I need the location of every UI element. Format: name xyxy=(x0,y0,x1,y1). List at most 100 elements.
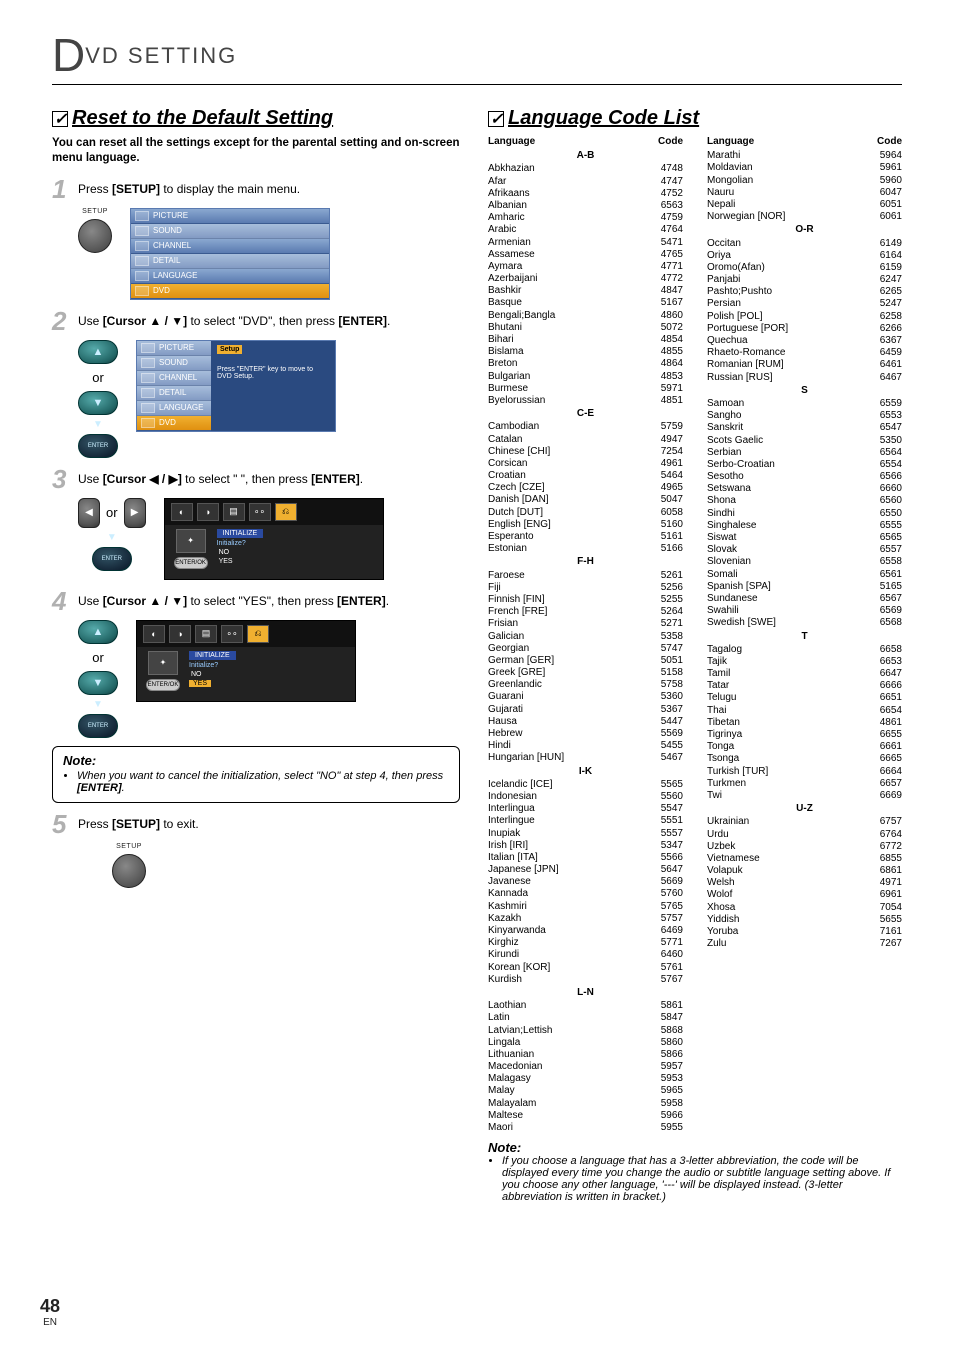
lang-row: Tibetan4861 xyxy=(707,717,902,729)
lang-group-label: T xyxy=(707,631,902,643)
lang-row: Ukrainian6757 xyxy=(707,816,902,828)
lang-row: Setswana6660 xyxy=(707,483,902,495)
lang-row: Tsonga6665 xyxy=(707,753,902,765)
lang-row: Greenlandic5758 xyxy=(488,679,683,691)
lang-row: Singhalese6555 xyxy=(707,520,902,532)
step-5: 5 Press [SETUP] to exit. xyxy=(52,811,460,837)
left-column: Reset to the Default Setting You can res… xyxy=(52,97,460,1203)
lang-row: Malay5965 xyxy=(488,1085,683,1097)
lang-row: Bislama4855 xyxy=(488,346,683,358)
osd-tab-init-icon: ⎌ xyxy=(275,503,297,521)
osd-tab-icon: ▤ xyxy=(195,625,217,643)
lang-row: Frisian5271 xyxy=(488,618,683,630)
lang-row: Zulu7267 xyxy=(707,938,902,950)
osd-tab-icon: ◐ xyxy=(143,625,165,643)
step-3-text: Use [Cursor ◀ / ▶] to select " ", then p… xyxy=(78,466,363,492)
enter-button-icon: ENTER xyxy=(78,714,118,738)
lang-row: Bengali;Bangla4860 xyxy=(488,310,683,322)
step-2: 2 Use [Cursor ▲ / ▼] to select "DVD", th… xyxy=(52,308,460,334)
cursor-ud-remote-2: ▲ or ▼ ▼ ENTER xyxy=(78,620,118,738)
right-column: Language Code List Language Code A-BAbkh… xyxy=(488,97,902,1203)
lang-row: Finnish [FIN]5255 xyxy=(488,594,683,606)
lang-row: Bulgarian4853 xyxy=(488,371,683,383)
lang-row: Samoan6559 xyxy=(707,398,902,410)
lang-row: Korean [KOR]5761 xyxy=(488,962,683,974)
lang-row: Italian [ITA]5566 xyxy=(488,852,683,864)
lang-row: Breton4864 xyxy=(488,358,683,370)
lang-head-language: Language xyxy=(707,136,754,148)
osd-tab-icon: ◐ xyxy=(171,503,193,521)
lang-group-label: L-N xyxy=(488,987,683,999)
lang-row: Georgian5747 xyxy=(488,643,683,655)
lang-row: Scots Gaelic5350 xyxy=(707,435,902,447)
step-5-illus: SETUP xyxy=(112,843,460,888)
lang-row: Hindi5455 xyxy=(488,740,683,752)
lang-row: Indonesian5560 xyxy=(488,791,683,803)
lang-row: Chinese [CHI]7254 xyxy=(488,446,683,458)
lang-row: Pashto;Pushto6265 xyxy=(707,286,902,298)
lang-group-label: F-H xyxy=(488,556,683,568)
step-3-num: 3 xyxy=(52,466,70,492)
checkbox-icon xyxy=(52,111,68,127)
lang-row: Fiji5256 xyxy=(488,582,683,594)
lang-row: Vietnamese6855 xyxy=(707,853,902,865)
flow-arrow-icon: ▼ xyxy=(93,699,103,710)
lang-note: Note: If you choose a language that has … xyxy=(488,1140,902,1203)
lang-row: Moldavian5961 xyxy=(707,162,902,174)
lang-group-label: A-B xyxy=(488,150,683,162)
lang-head-code: Code xyxy=(877,136,902,148)
lang-row: Kurdish5767 xyxy=(488,974,683,986)
lang-row: Turkish [TUR]6664 xyxy=(707,766,902,778)
lang-note-text: If you choose a language that has a 3-le… xyxy=(502,1155,902,1203)
lang-row: Thai6654 xyxy=(707,705,902,717)
lang-row: Russian [RUS]6467 xyxy=(707,372,902,384)
step-4-text: Use [Cursor ▲ / ▼] to select "YES", then… xyxy=(78,588,389,614)
lang-row: Hebrew5569 xyxy=(488,728,683,740)
lang-row: Macedonian5957 xyxy=(488,1061,683,1073)
osd-menu-1: PICTURE SOUND CHANNEL DETAIL LANGUAGE DV… xyxy=(130,208,330,300)
reset-intro: You can reset all the settings except fo… xyxy=(52,136,460,166)
lang-row: Greek [GRE]5158 xyxy=(488,667,683,679)
lang-row: Kannada5760 xyxy=(488,888,683,900)
osd-tab-init-icon: ⎌ xyxy=(247,625,269,643)
lang-row: Dutch [DUT]6058 xyxy=(488,507,683,519)
enter-button-icon: ENTER xyxy=(92,547,132,571)
lang-row: Slovenian6558 xyxy=(707,556,902,568)
lang-row: Serbian6564 xyxy=(707,447,902,459)
lang-row: Uzbek6772 xyxy=(707,841,902,853)
lang-group-label: I-K xyxy=(488,766,683,778)
note-title: Note: xyxy=(63,753,449,768)
lang-row: Rhaeto-Romance6459 xyxy=(707,347,902,359)
lang-row: Nepali6051 xyxy=(707,199,902,211)
lang-row: Kinyarwanda6469 xyxy=(488,925,683,937)
step-2-text: Use [Cursor ▲ / ▼] to select "DVD", then… xyxy=(78,308,390,334)
flow-arrow-icon: ▼ xyxy=(93,419,103,430)
osd-control-icon: ✦ xyxy=(176,529,206,553)
lang-title-text: Language Code List xyxy=(508,107,699,130)
lang-row: Inupiak5557 xyxy=(488,828,683,840)
lang-row: German [GER]5051 xyxy=(488,655,683,667)
note-line: When you want to cancel the initializati… xyxy=(77,770,449,794)
lang-row: Byelorussian4851 xyxy=(488,395,683,407)
lang-row: Cambodian5759 xyxy=(488,421,683,433)
lang-row: Welsh4971 xyxy=(707,877,902,889)
lang-row: Bihari4854 xyxy=(488,334,683,346)
lang-row: Maori5955 xyxy=(488,1122,683,1134)
lang-row: Malayalam5958 xyxy=(488,1098,683,1110)
lang-row: Kazakh5757 xyxy=(488,913,683,925)
lang-row: Twi6669 xyxy=(707,790,902,802)
lang-row: Maltese5966 xyxy=(488,1110,683,1122)
lang-row: Icelandic [ICE]5565 xyxy=(488,779,683,791)
lang-col-left: Language Code A-BAbkhazian4748Afar4747Af… xyxy=(488,136,683,1134)
lang-row: Volapuk6861 xyxy=(707,865,902,877)
lang-group-label: C-E xyxy=(488,408,683,420)
step-1-illus: SETUP PICTURE SOUND CHANNEL DETAIL LANGU… xyxy=(78,208,460,300)
note-box: Note: When you want to cancel the initia… xyxy=(52,746,460,803)
header-big-letter: D xyxy=(52,29,85,81)
checkbox-icon xyxy=(488,111,504,127)
osd-tab-icon: ◑ xyxy=(197,503,219,521)
osd-initialize-1: ◐ ◑ ▤ ∘∘ ⎌ ✦ ENTER/OK INITIALIZE Initial… xyxy=(164,498,384,580)
lang-row: Laothian5861 xyxy=(488,1000,683,1012)
lang-row: Aymara4771 xyxy=(488,261,683,273)
step-1-num: 1 xyxy=(52,176,70,202)
